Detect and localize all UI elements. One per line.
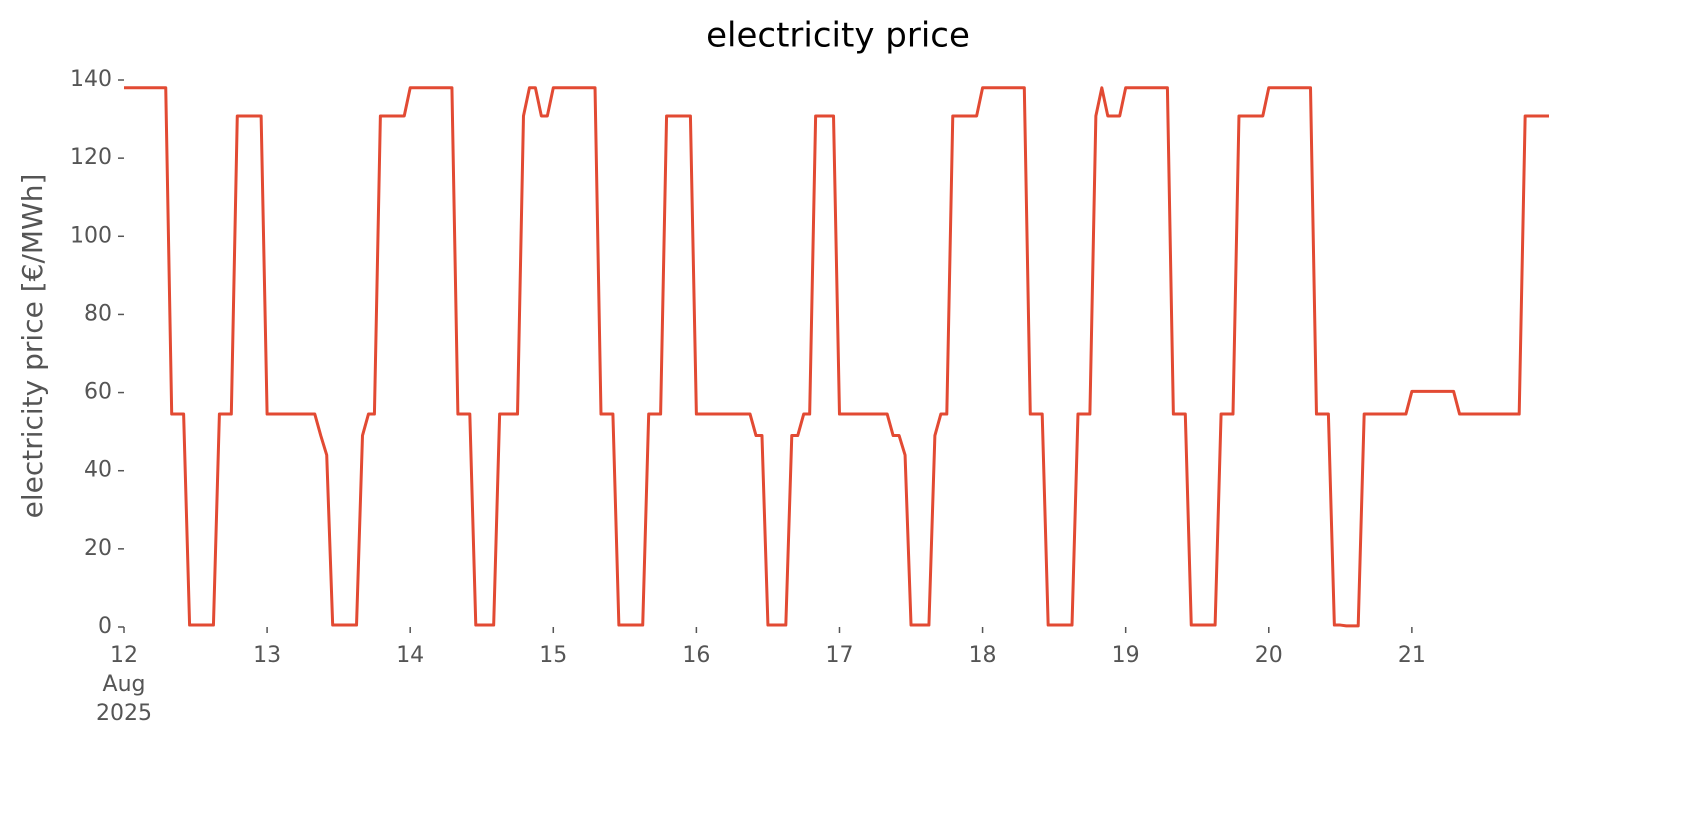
y-tick-label: 40 [84, 458, 112, 483]
x-tick-label: 19 [1111, 643, 1140, 668]
y-tick-label: 80 [84, 301, 112, 326]
x-tick-label: 13 [253, 643, 282, 668]
y-axis-label: electricity price [€/MWh] [16, 174, 49, 519]
y-tick-label: 20 [84, 536, 112, 561]
line-series [124, 86, 1549, 628]
chart-title: electricity price [706, 16, 970, 56]
y-tick-label: 60 [84, 380, 112, 405]
x-tick-label: 12 Aug 2025 [96, 643, 152, 726]
y-tick-label: 100 [70, 223, 112, 248]
x-tick-label: 14 [396, 643, 425, 668]
x-tick-label: 20 [1254, 643, 1283, 668]
x-tick-label: 18 [968, 643, 997, 668]
y-tick-label: 120 [70, 145, 112, 170]
x-tick-label: 21 [1397, 643, 1426, 668]
y-tick-label: 0 [98, 614, 112, 639]
y-tick-label: 140 [70, 67, 112, 92]
x-tick-label: 15 [539, 643, 568, 668]
x-tick-label: 17 [825, 643, 854, 668]
x-tick-label: 16 [682, 643, 711, 668]
